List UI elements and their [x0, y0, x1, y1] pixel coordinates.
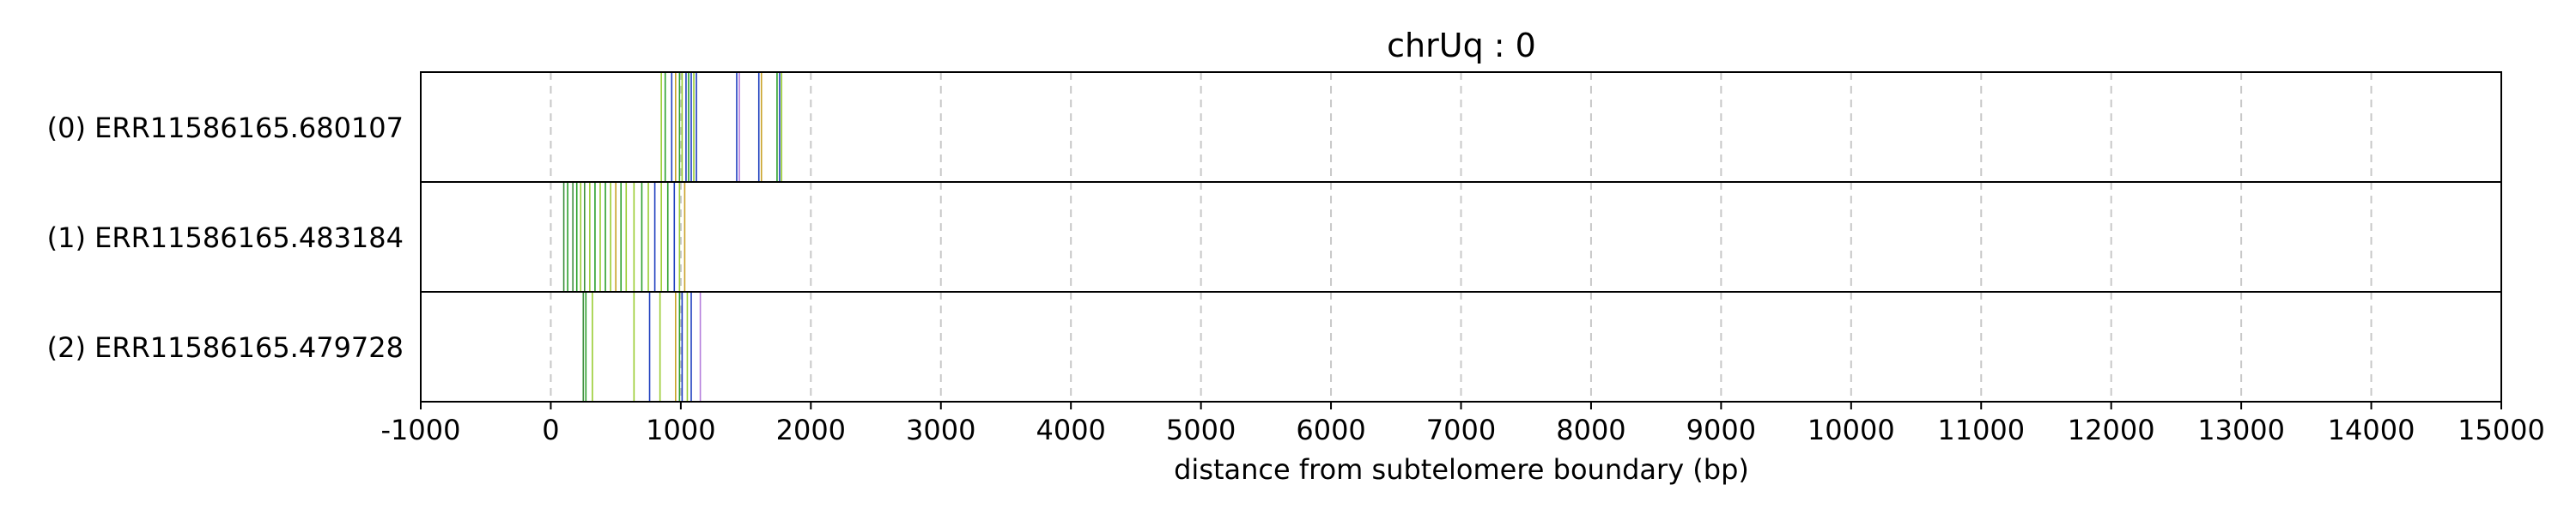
x-tick-label: 12000	[2068, 414, 2155, 446]
grid-layer	[420, 72, 2502, 402]
x-tick-label: 1000	[646, 414, 715, 446]
track-label: (2) ERR11586165.479728	[47, 331, 404, 364]
track-label: (1) ERR11586165.483184	[47, 221, 404, 254]
x-tick-label: 3000	[906, 414, 975, 446]
x-tick-label: 10000	[1807, 414, 1895, 446]
x-tick-label: -1000	[381, 414, 461, 446]
x-tick-label: 14000	[2328, 414, 2415, 446]
x-tick-label: 7000	[1426, 414, 1496, 446]
x-tick-label: 6000	[1296, 414, 1365, 446]
x-axis-label: distance from subtelomere boundary (bp)	[1174, 453, 1749, 486]
x-tick-label: 0	[542, 414, 559, 446]
track-layer: (0) ERR11586165.680107 (1) ERR11586165.48…	[47, 73, 783, 401]
x-tick-label: 11000	[1937, 414, 2025, 446]
chart-title: chrUq : 0	[1387, 27, 1536, 64]
x-tick-label: 9000	[1686, 414, 1756, 446]
x-tick-label: 15000	[2458, 414, 2545, 446]
x-tick-label: 5000	[1166, 414, 1236, 446]
track-label: (0) ERR11586165.680107	[47, 112, 404, 144]
x-axis: -1000 0 1000 2000 3000 4000 5000 6000 7000 8000 90…	[381, 402, 2545, 446]
x-tick-label: 13000	[2197, 414, 2285, 446]
x-tick-label: 2000	[776, 414, 846, 446]
x-tick-label: 8000	[1556, 414, 1625, 446]
x-tick-label: 4000	[1036, 414, 1105, 446]
